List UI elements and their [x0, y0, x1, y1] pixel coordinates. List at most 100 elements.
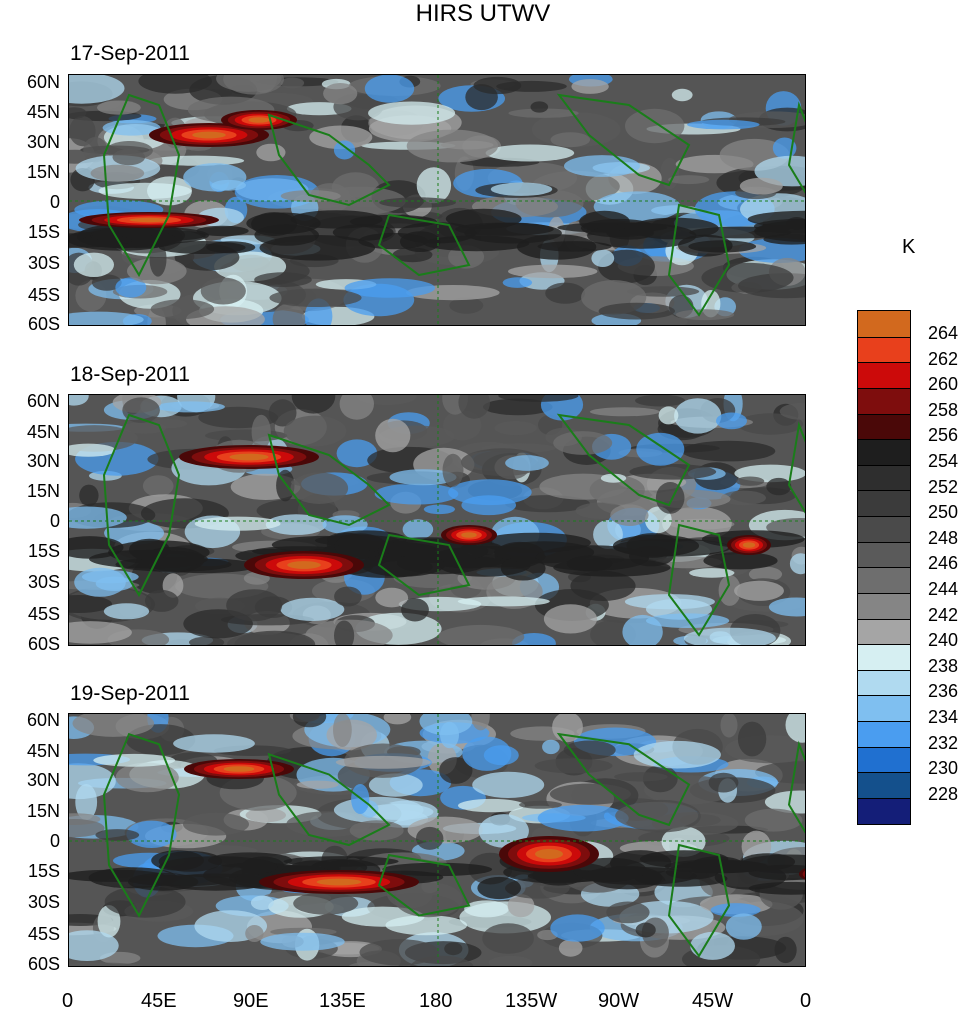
- colorbar-tick-label: 240: [928, 630, 959, 651]
- colorbar-swatch: [858, 490, 910, 516]
- field-patch: [753, 218, 805, 234]
- field-patch: [406, 129, 499, 163]
- field-patch: [200, 277, 246, 305]
- field-patch: [449, 297, 484, 314]
- field-patch: [69, 962, 144, 966]
- field-patch: [341, 906, 425, 927]
- coastline: [377, 213, 471, 277]
- coastline: [787, 101, 805, 194]
- colorbar-tick-label: 236: [928, 681, 959, 702]
- field-patch: [69, 75, 125, 104]
- field-patch: [708, 772, 739, 793]
- field-patch: [309, 125, 373, 150]
- coastline: [667, 843, 731, 958]
- field-patch: [283, 415, 347, 447]
- field-patch: [334, 586, 362, 607]
- coastline: [377, 853, 471, 917]
- field-patch: [333, 140, 356, 160]
- field-patch: [382, 862, 493, 877]
- field-patch: [394, 882, 463, 918]
- field-patch: [614, 772, 668, 782]
- field-patch: [534, 758, 613, 774]
- lon-label: 45W: [692, 990, 734, 1012]
- field-patch: [334, 620, 355, 645]
- lat-label: 15N: [26, 801, 60, 821]
- field-patch: [687, 119, 760, 130]
- field-patch: [245, 925, 264, 942]
- field-patch: [183, 812, 249, 836]
- coastline: [102, 93, 181, 278]
- field-patch: [364, 75, 415, 103]
- field-patch: [419, 714, 473, 736]
- field-patch: [494, 421, 537, 436]
- field-patch: [563, 740, 616, 760]
- field-patch: [334, 533, 387, 559]
- colorbar-tick-label: 230: [928, 758, 959, 779]
- field-patch: [280, 77, 305, 89]
- lat-label: 30S: [27, 572, 60, 592]
- field-patch: [90, 226, 209, 245]
- field-patch: [103, 603, 150, 620]
- colorbar-swatch: [858, 669, 910, 696]
- field-patch: [265, 514, 327, 535]
- field-patch: [779, 403, 805, 420]
- field-patch: [416, 167, 452, 204]
- field-patch: [461, 495, 516, 516]
- colorbar-swatch: [858, 644, 910, 670]
- map-panel-1: [68, 74, 806, 326]
- coastline: [267, 752, 391, 847]
- field-patch: [764, 790, 805, 814]
- lat-label: 0: [49, 831, 60, 851]
- field-patch: [622, 614, 663, 645]
- field-patch: [226, 589, 283, 622]
- field-patch: [629, 464, 717, 480]
- field-patch: [292, 714, 327, 728]
- colorbar-swatch: [858, 516, 910, 542]
- field-patch: [205, 429, 288, 442]
- field-patch: [280, 597, 345, 621]
- field-patch: [500, 556, 546, 581]
- field-maximum: [192, 131, 226, 139]
- field-patch: [462, 736, 512, 771]
- coastline: [556, 732, 691, 827]
- field-patch: [359, 939, 439, 966]
- lat-label: 45N: [26, 102, 60, 122]
- field-maximum: [229, 453, 269, 461]
- field-patch: [710, 903, 761, 917]
- field-patch: [610, 504, 649, 526]
- field-patch: [689, 568, 735, 578]
- field-maximum: [248, 117, 270, 123]
- field-patch: [290, 472, 349, 504]
- field-patch: [482, 923, 534, 954]
- lat-label: 45S: [27, 924, 60, 944]
- colorbar-swatch: [858, 797, 910, 824]
- field-patch: [550, 132, 591, 148]
- lon-label: 90W: [598, 990, 640, 1012]
- field-patch: [478, 814, 529, 848]
- lon-label: 135W: [505, 990, 558, 1012]
- field-patch: [251, 414, 271, 450]
- field-patch: [69, 116, 96, 147]
- colorbar-tick-label: 252: [928, 476, 959, 497]
- field-patch: [545, 282, 586, 304]
- field-patch: [737, 721, 767, 757]
- field-patch: [73, 252, 114, 277]
- field-patch: [158, 856, 278, 878]
- colorbar-tick-label: 254: [928, 451, 959, 471]
- field-patch: [471, 714, 490, 731]
- field-patch: [593, 520, 623, 549]
- coastline: [667, 523, 731, 637]
- lat-label: 45N: [26, 741, 60, 761]
- colorbar-swatch: [858, 336, 910, 363]
- field-patch: [375, 418, 411, 453]
- field-patch: [542, 739, 560, 755]
- panel-1-date: 17-Sep-2011: [70, 42, 190, 65]
- field-patch: [553, 431, 613, 455]
- field-patch: [194, 516, 281, 531]
- field-patch: [293, 892, 359, 915]
- field-patch: [112, 149, 146, 166]
- field-maximum: [461, 532, 477, 538]
- coastline: [556, 93, 691, 187]
- colorbar-swatch: [858, 618, 910, 645]
- colorbar-tick-label: 262: [928, 348, 959, 369]
